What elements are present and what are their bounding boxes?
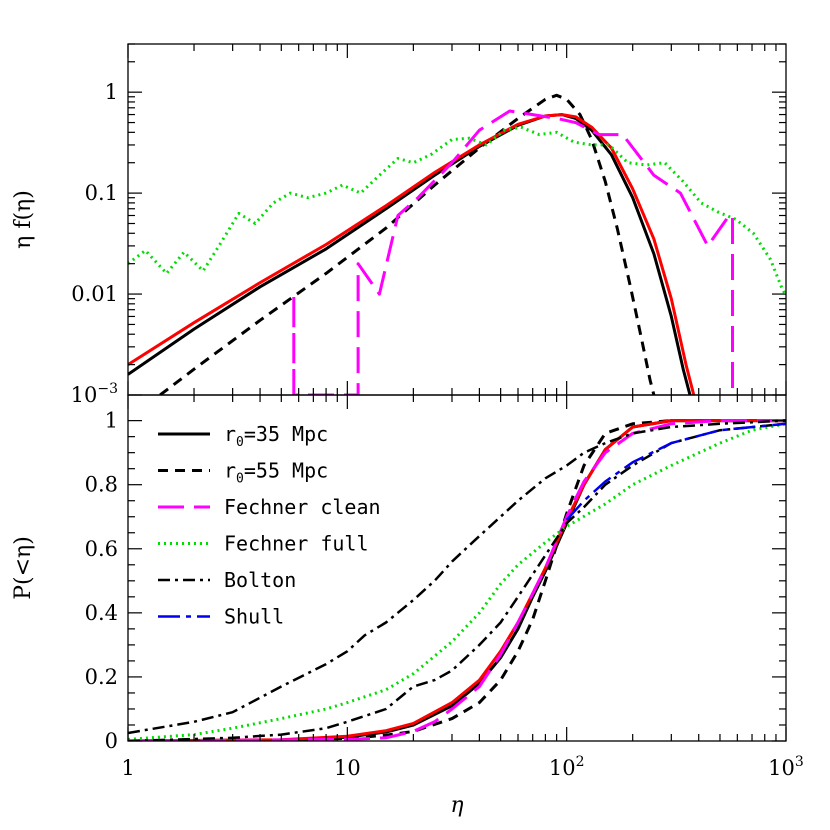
y-tick-label: 0.8 — [85, 473, 118, 497]
legend-label: r0=55 Mpc — [224, 459, 328, 487]
x-tick-label: 1 — [121, 756, 134, 780]
y-tick-label: 0.2 — [85, 665, 118, 689]
top-panel: 10−3 0.01 0.1 1 η f(η) — [11, 43, 787, 407]
series-group — [128, 93, 786, 395]
y-axis-label: P(<η) — [11, 536, 36, 600]
series-line-bolton — [128, 419, 786, 735]
y-tick-label: 1 — [105, 409, 118, 433]
series-line-fechner-full — [128, 125, 786, 295]
y-tick-label: 0 — [105, 729, 118, 753]
series-line-red-model — [128, 113, 696, 395]
series-line-fechner-clean — [292, 109, 734, 395]
series-line-r0-55-mpc — [128, 419, 786, 741]
series-line-r0-55-mpc — [159, 93, 656, 395]
y-tick-label: 0.4 — [85, 601, 118, 625]
y-tick-label: 1 — [105, 80, 118, 104]
legend-label: Fechner full — [224, 532, 369, 556]
legend-label: r0=35 Mpc — [224, 422, 328, 450]
y-axis-label: η f(η) — [11, 190, 36, 249]
legend-label: Shull — [224, 605, 284, 629]
x-tick-label: 10 — [334, 756, 361, 780]
x-tick-label: 103 — [768, 754, 804, 780]
y-tick-label: 10−3 — [71, 381, 118, 407]
ticks — [127, 43, 787, 396]
legend-label: Fechner clean — [224, 495, 381, 519]
series-line-shull — [565, 422, 786, 521]
y-tick-label: 0.6 — [85, 537, 118, 561]
series-group — [128, 419, 786, 741]
plot-frame — [127, 394, 787, 742]
x-tick-label: 102 — [549, 754, 585, 780]
series-line-bolton — [128, 422, 786, 741]
y-tick-label: 0.01 — [71, 282, 118, 306]
y-tick-label: 0.1 — [85, 181, 118, 205]
x-axis-label: η — [450, 793, 463, 818]
legend-label: Bolton — [224, 568, 296, 592]
plot-frame — [127, 43, 787, 396]
series-line-fechner-clean — [128, 419, 786, 741]
series-line-r0-35-mpc — [128, 113, 692, 395]
legend: r0=35 Mpc r0=55 Mpc Fechner clean Fechner f… — [158, 422, 381, 629]
series-line-fechner-full — [128, 422, 786, 741]
ticks — [127, 395, 787, 742]
